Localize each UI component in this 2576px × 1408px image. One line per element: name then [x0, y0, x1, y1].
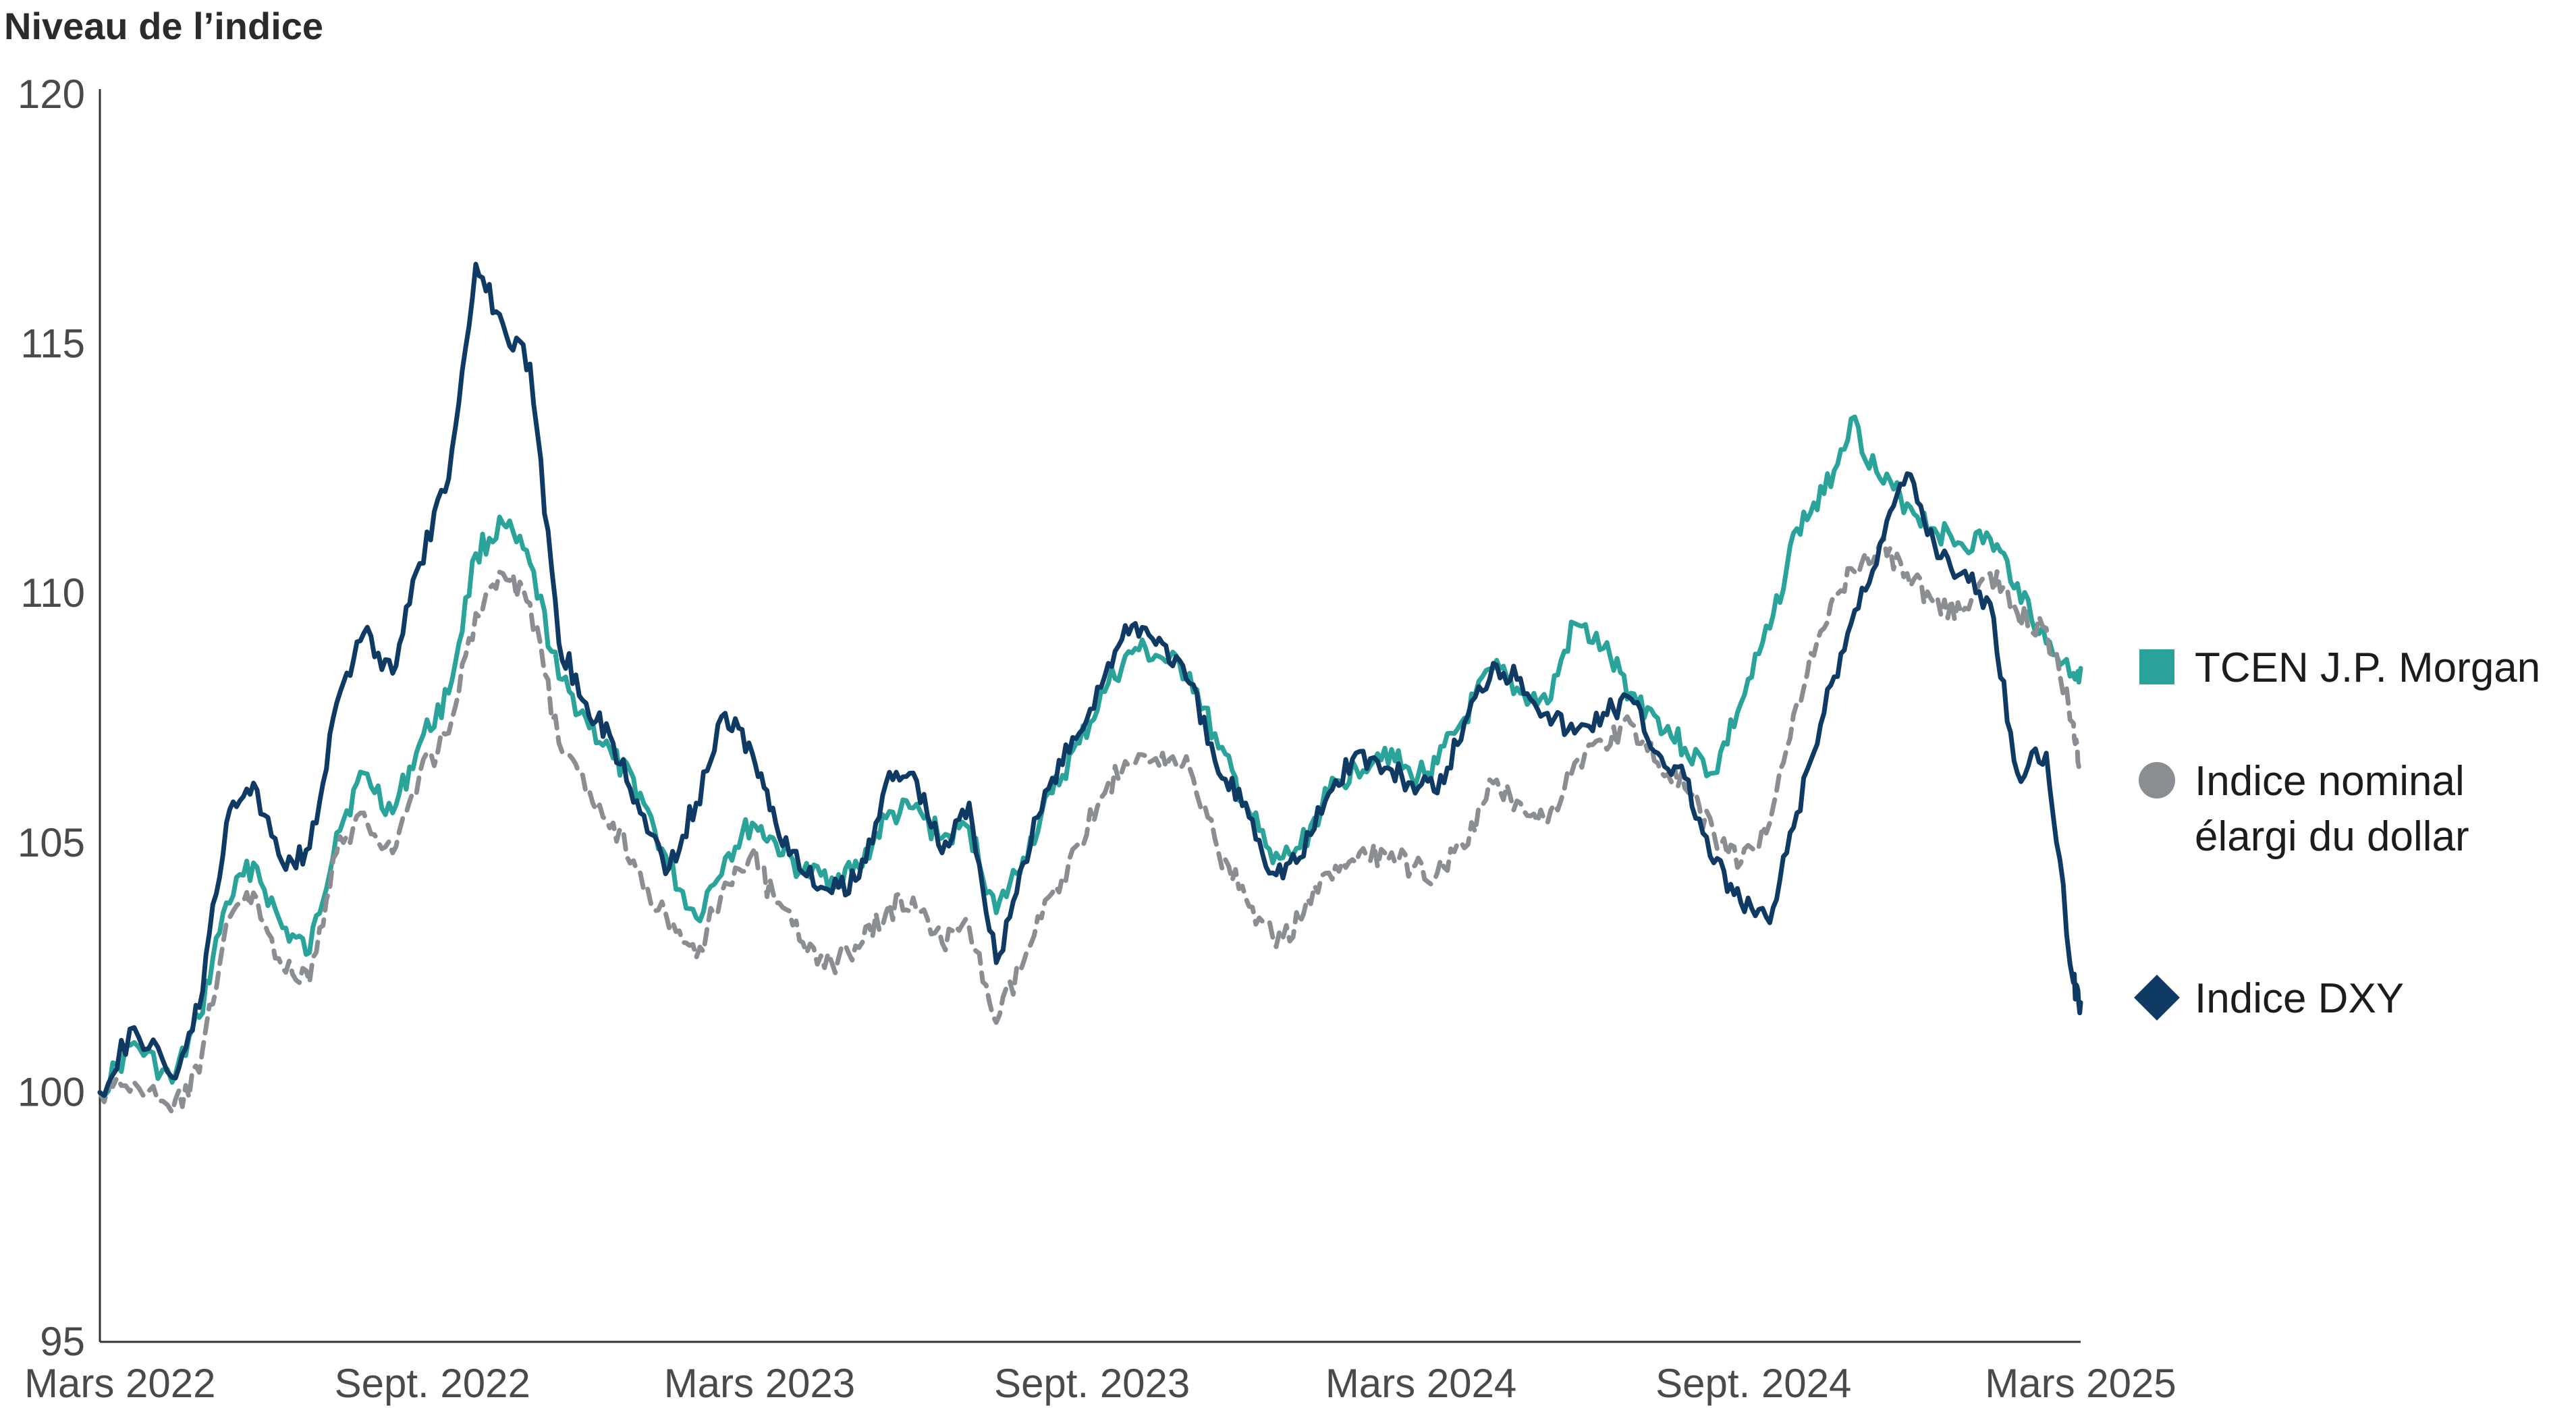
- y-tick-label: 100: [18, 1069, 85, 1114]
- legend-label: Indice DXY: [2195, 975, 2404, 1022]
- y-axis-ticks: 95 100 105 110 115 120: [18, 72, 85, 1364]
- legend-label: TCEN J.P. Morgan: [2195, 645, 2540, 691]
- x-tick-label: Mars 2025: [1985, 1361, 2176, 1406]
- series-lines: [97, 261, 2083, 1115]
- legend-marker-square: [2139, 649, 2174, 684]
- y-tick-label: 105: [18, 820, 85, 865]
- x-tick-label: Mars 2023: [664, 1361, 855, 1406]
- y-tick-label: 120: [18, 72, 85, 117]
- x-tick-label: Mars 2024: [1325, 1361, 1516, 1406]
- y-tick-label: 95: [40, 1319, 85, 1364]
- legend-label-line: élargi du dollar: [2195, 813, 2469, 860]
- legend-marker-diamond: [2134, 975, 2180, 1021]
- series-line: [97, 414, 2083, 1099]
- y-tick-label: 110: [20, 570, 85, 616]
- y-tick-label: 115: [20, 321, 85, 367]
- x-tick-label: Sept. 2022: [335, 1361, 530, 1406]
- legend-label-line: Indice nominal: [2195, 758, 2465, 805]
- y-axis-title: Niveau de l’indice: [4, 5, 323, 47]
- series-line: [97, 261, 2083, 1098]
- legend: TCEN J.P. Morgan Indice nominal élargi du …: [2134, 645, 2540, 1022]
- x-tick-label: Mars 2022: [24, 1361, 215, 1406]
- legend-label: Indice nominal élargi du dollar: [2195, 758, 2469, 860]
- legend-marker-circle: [2139, 762, 2175, 798]
- x-tick-label: Sept. 2024: [1655, 1361, 1851, 1406]
- x-axis-ticks: Mars 2022 Sept. 2022 Mars 2023 Sept. 2023 Ma…: [24, 1361, 2176, 1406]
- series-line: [97, 535, 2083, 1115]
- axes: [99, 89, 2081, 1343]
- x-tick-label: Sept. 2023: [994, 1361, 1190, 1406]
